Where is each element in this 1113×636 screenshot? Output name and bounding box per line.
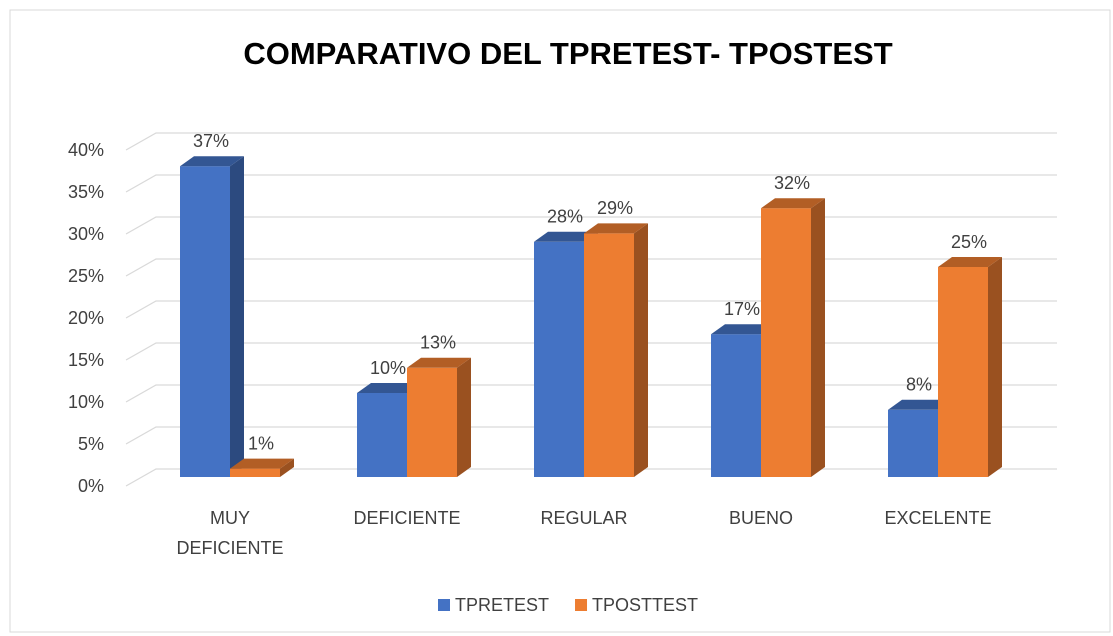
x-tick-label: MUY DEFICIENTE — [176, 508, 283, 558]
data-label: 29% — [597, 198, 633, 218]
legend-label: TPOSTTEST — [592, 595, 698, 615]
bar-top — [761, 198, 825, 209]
bar — [407, 367, 457, 477]
data-label: 1% — [248, 433, 274, 453]
chart-title: COMPARATIVO DEL TPRETEST- TPOSTEST — [243, 36, 892, 71]
data-label: 13% — [420, 333, 456, 353]
bar — [357, 393, 407, 477]
x-tick-label: REGULAR — [540, 508, 627, 528]
bar-top — [407, 357, 471, 368]
grid-line — [125, 132, 1057, 151]
legend-swatch — [575, 599, 588, 611]
legend-swatch — [438, 599, 450, 611]
bar-top — [584, 223, 648, 234]
y-tick-label: 15% — [68, 350, 104, 370]
x-tick-label: EXCELENTE — [884, 508, 991, 528]
y-tick-label: 20% — [68, 308, 104, 328]
grid-line — [125, 174, 1057, 193]
bar-side — [280, 458, 294, 477]
data-label: 25% — [951, 232, 987, 252]
bar — [711, 334, 761, 477]
bar — [534, 241, 584, 477]
y-tick-label: 0% — [78, 476, 104, 496]
bar-top — [888, 399, 952, 410]
bar — [888, 409, 938, 477]
bar-side — [988, 257, 1002, 477]
data-label: 28% — [547, 207, 583, 227]
bar-top — [180, 156, 244, 167]
y-tick-label: 30% — [68, 224, 104, 244]
bar-side — [811, 198, 825, 477]
bar-top — [357, 383, 421, 393]
data-label: 37% — [193, 131, 229, 151]
data-label: 8% — [906, 375, 932, 395]
x-tick-label: DEFICIENTE — [353, 508, 460, 528]
y-tick-label: 10% — [68, 392, 104, 412]
bar-top — [711, 324, 775, 335]
bar-top — [534, 231, 598, 242]
data-label: 17% — [724, 299, 760, 319]
bar — [230, 468, 280, 477]
data-label: 32% — [774, 173, 810, 193]
bar-side — [634, 223, 648, 477]
bar-side — [457, 357, 471, 477]
grid-line — [125, 216, 1057, 235]
y-tick-label: 25% — [68, 266, 104, 286]
bar — [938, 267, 988, 477]
x-tick-label: BUENO — [729, 508, 793, 528]
y-tick-label: 40% — [68, 140, 104, 160]
bar — [180, 166, 230, 477]
bar-top — [938, 257, 1002, 267]
bar-top — [230, 458, 294, 469]
bar-side — [230, 156, 244, 477]
data-label: 10% — [370, 358, 406, 378]
grid-line — [125, 258, 1057, 277]
bar — [761, 208, 811, 477]
grid-line — [125, 300, 1057, 319]
y-tick-label: 35% — [68, 182, 104, 202]
y-tick-label: 5% — [78, 434, 104, 454]
legend-label: TPRETEST — [455, 595, 549, 615]
bar — [584, 233, 634, 477]
